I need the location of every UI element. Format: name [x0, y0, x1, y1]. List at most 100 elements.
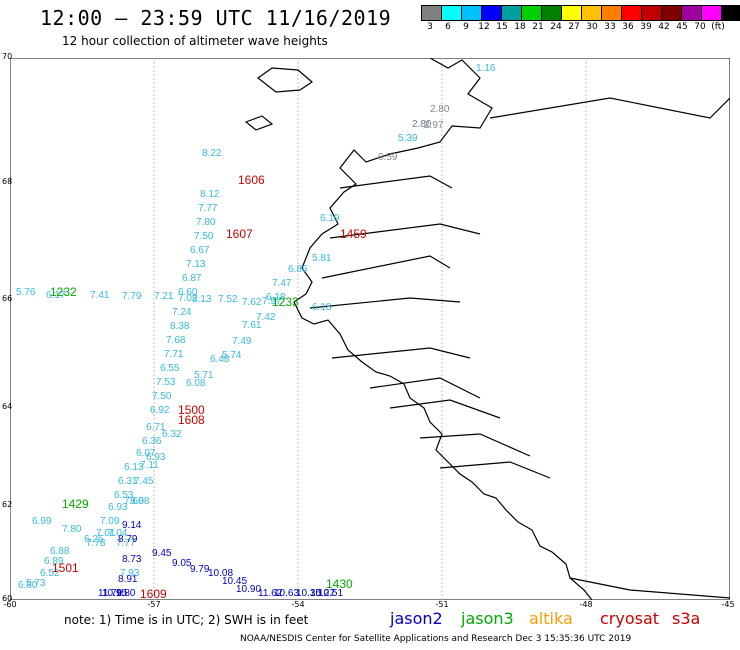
- lon-label: -51: [435, 600, 449, 609]
- swh-value: 6.36: [142, 436, 162, 447]
- swh-value: 5.81: [312, 253, 332, 264]
- credit-line: NOAA/NESDIS Center for Satellite Applica…: [240, 634, 632, 644]
- swh-value: 8.22: [202, 148, 222, 159]
- swh-value: 6.86: [288, 264, 308, 275]
- swh-value: 7.61: [242, 320, 262, 331]
- swh-value: 2.80: [412, 119, 432, 130]
- lat-label: 62: [2, 500, 13, 509]
- swh-value: 6.53: [114, 490, 134, 501]
- swh-value: 7.53: [156, 377, 176, 388]
- scale-swatch: [421, 5, 442, 21]
- swh-value: 6.52: [40, 568, 60, 579]
- graticule: [153, 58, 587, 600]
- swh-value: 8.79: [118, 534, 138, 545]
- swh-value: 5.74: [222, 350, 242, 361]
- swh-value: 7.77: [116, 538, 136, 549]
- swh-value: 7.77: [198, 203, 218, 214]
- swh-value: 7.97: [262, 296, 282, 307]
- scale-label: 9: [463, 22, 469, 32]
- lon-label: -48: [579, 600, 593, 609]
- swh-value: 5.73: [26, 578, 46, 589]
- swh-value: 7.45: [134, 476, 154, 487]
- swh-value: 9.14: [122, 520, 142, 531]
- swh-value: 10.35: [296, 588, 321, 599]
- swh-value: 10.45: [222, 576, 247, 587]
- scale-swatch: [701, 5, 722, 21]
- lon-label: -57: [147, 600, 161, 609]
- scale-label: 6: [445, 22, 451, 32]
- wave-height-map: 8.22 8.12 7.77 7.80 7.50 6.67 7.13 6.87 6.60 7.24…: [10, 58, 730, 600]
- lon-label: -60: [3, 600, 17, 609]
- pass-time-label: 1609: [140, 587, 167, 600]
- lon-label: -54: [291, 600, 305, 609]
- swh-value: 7.01: [96, 528, 116, 539]
- scale-swatch: [501, 5, 522, 21]
- swh-value: 11.79: [98, 588, 123, 599]
- scale-swatch: [581, 5, 602, 21]
- scale-label: 3: [427, 22, 433, 32]
- scale-label: 21: [532, 22, 544, 32]
- swh-value: 7.80: [196, 217, 216, 228]
- swh-value: 10.27: [310, 588, 335, 599]
- swh-value: 7.42: [256, 312, 276, 323]
- swh-value: 6.31: [118, 476, 138, 487]
- swh-value: 6.71: [146, 422, 166, 433]
- color-scale-labels: 3 6 9 12 15 18 21 24 27 30 33 36 39 42 45 70 (ft): [421, 22, 727, 32]
- pass-time-label: 1501: [52, 561, 79, 575]
- swh-value: 7.21: [154, 291, 174, 302]
- swh-value: 7.79: [122, 291, 142, 302]
- swh-value: 7.41: [90, 290, 110, 301]
- swh-value: 9.80: [116, 588, 136, 599]
- scale-label: 33: [604, 22, 616, 32]
- coastline-greenland: [244, 58, 730, 600]
- lon-label: -45: [721, 600, 735, 609]
- scale-swatch: [641, 5, 662, 21]
- swh-value: 2.97: [424, 120, 444, 131]
- scale-swatch: [461, 5, 482, 21]
- pass-time-label: 1607: [226, 227, 253, 241]
- swh-value: 6.60: [178, 287, 198, 298]
- swh-value: 6.19: [320, 213, 340, 224]
- swh-value: 8.12: [200, 189, 220, 200]
- swh-value: 6.93: [146, 452, 166, 463]
- swh-value: 6.67: [190, 245, 210, 256]
- lat-label: 68: [2, 177, 13, 186]
- swh-value: 5.71: [194, 370, 214, 381]
- lat-label: 60: [2, 594, 13, 603]
- swh-value: 7.62: [242, 297, 262, 308]
- swh-value: 6.17: [46, 290, 66, 301]
- color-scale: [421, 5, 740, 21]
- legend-s3a: s3a: [672, 609, 701, 628]
- swh-value: 5.76: [16, 287, 36, 298]
- pass-time-label: 1606: [238, 173, 265, 187]
- note-text: note: 1) Time is in UTC; 2) SWH is in fe…: [64, 613, 309, 627]
- pass-time-label: 1429: [62, 497, 89, 511]
- swh-value: 7.24: [172, 307, 192, 318]
- swh-value: 7.78: [86, 538, 106, 549]
- swh-value: 7.13: [186, 259, 206, 270]
- scale-label: 27: [568, 22, 580, 32]
- legend-cryosat: cryosat: [600, 609, 660, 628]
- swh-value: 7.71: [164, 349, 184, 360]
- scale-label: 18: [514, 22, 526, 32]
- swh-value: 6.89: [44, 556, 64, 567]
- scale-swatch: [441, 5, 462, 21]
- swh-value: 8.38: [170, 321, 190, 332]
- swh-value: 6.32: [162, 429, 182, 440]
- swh-value: 7.68: [166, 335, 186, 346]
- swh-value: 7.50: [194, 231, 214, 242]
- swh-value: 10.15: [102, 588, 127, 599]
- swh-value: 8.91: [118, 574, 138, 585]
- pass-time-label: 1500: [178, 403, 205, 417]
- lat-label: 64: [2, 402, 13, 411]
- pass-time-label: 1608: [178, 413, 205, 427]
- pass-time-label: 1233: [272, 295, 299, 309]
- scale-label: 12: [478, 22, 490, 32]
- scale-swatch: [681, 5, 702, 21]
- pass-time-label: 1430: [326, 577, 353, 591]
- scale-swatch: [521, 5, 542, 21]
- swh-value: 8.08: [130, 496, 150, 507]
- swh-value: 10.08: [208, 568, 233, 579]
- swh-value: 10.51: [318, 588, 343, 599]
- altimeter-tracks: 8.22 8.12 7.77 7.80 7.50 6.67 7.13 6.87 6.60 7.24…: [16, 63, 496, 600]
